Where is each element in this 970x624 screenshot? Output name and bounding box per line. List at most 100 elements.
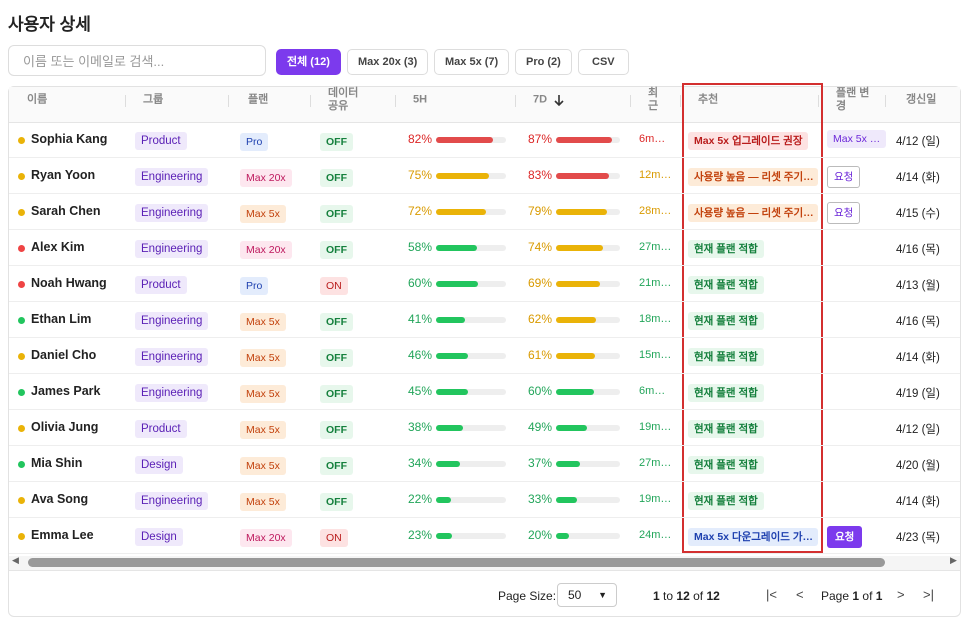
column-header[interactable]: 갱신일 [906, 93, 937, 106]
group-badge: Engineering [135, 204, 209, 222]
recommendation: 현재 플랜 적합 [688, 312, 764, 330]
column-header[interactable]: 추천 [698, 93, 719, 106]
row[interactable] [9, 122, 960, 158]
group-badge: Engineering [135, 492, 209, 510]
next-page[interactable]: > [897, 587, 905, 602]
column-separator [310, 95, 311, 107]
scroll-right[interactable]: ▶ [950, 555, 957, 565]
recommendation: 현재 플랜 적합 [688, 492, 764, 510]
share-badge: OFF [320, 205, 353, 223]
filter-button[interactable]: Max 5x (7) [434, 49, 510, 75]
renew-date: 4/14 (화) [896, 172, 940, 184]
renew-date: 4/12 (일) [896, 136, 940, 148]
usage-bar [436, 353, 469, 359]
row[interactable] [9, 266, 960, 302]
recent-time: 6m… [639, 385, 666, 397]
csv-button[interactable]: CSV [578, 49, 629, 75]
usage-percent: 46% [408, 348, 433, 362]
first-page[interactable]: |< [766, 587, 777, 602]
column-header[interactable]: 데이터 공유 [328, 87, 359, 112]
row[interactable] [9, 518, 960, 554]
plan-change[interactable]: 요청 [827, 166, 861, 188]
row[interactable] [9, 302, 960, 338]
group-badge: Engineering [135, 384, 209, 402]
status-dot [18, 533, 25, 540]
group-badge: Product [135, 276, 187, 294]
user-name: Ryan Yoon [31, 168, 96, 182]
last-page[interactable]: >| [923, 587, 934, 602]
plan-badge: Pro [240, 133, 269, 151]
usage-bar [556, 389, 595, 395]
scroll-left[interactable]: ◀ [12, 555, 19, 565]
usage-bar [436, 389, 468, 395]
column-header[interactable]: 플랜 변경 [836, 87, 870, 112]
user-name: Ava Song [31, 492, 89, 506]
range-to: 12 [676, 589, 690, 603]
column-header[interactable]: 플랜 [248, 93, 269, 106]
recent-time: 19m… [639, 421, 672, 433]
recent-time: 27m… [639, 457, 672, 469]
status-dot [18, 425, 25, 432]
usage-percent: 34% [408, 456, 433, 470]
share-badge: OFF [320, 385, 353, 403]
usage-bar [556, 353, 596, 359]
renew-date: 4/16 (목) [896, 316, 940, 328]
renew-date: 4/14 (화) [896, 496, 940, 508]
row[interactable] [9, 230, 960, 266]
row[interactable] [9, 446, 960, 482]
plan-change[interactable]: 요청 [827, 526, 863, 548]
usage-percent: 49% [528, 420, 553, 434]
row[interactable] [9, 482, 960, 518]
column-separator [515, 95, 516, 107]
column-header[interactable]: 최근 [648, 87, 659, 112]
column-header[interactable]: 이름 [27, 93, 48, 106]
usage-track [436, 425, 506, 431]
plan-change[interactable]: 요청 [827, 202, 861, 224]
page-size-select[interactable]: 50 ▼ [557, 583, 617, 607]
usage-percent: 38% [408, 420, 433, 434]
filter-button[interactable]: Max 20x (3) [347, 49, 429, 75]
row[interactable] [9, 374, 960, 410]
plan-badge: Max 5x [240, 493, 286, 511]
share-badge: OFF [320, 457, 353, 475]
plan-badge: Max 5x [240, 457, 286, 475]
column-header[interactable]: 그룹 [143, 93, 164, 106]
usage-percent: 62% [528, 312, 553, 326]
filter-button[interactable]: 전체 (12) [276, 49, 341, 75]
usage-bar [436, 173, 489, 179]
plan-change[interactable]: Max 5x … [827, 130, 887, 148]
status-dot [18, 209, 25, 216]
group-badge: Design [135, 456, 183, 474]
share-badge: OFF [320, 349, 353, 367]
plan-badge: Max 5x [240, 385, 286, 403]
usage-percent: 83% [528, 168, 553, 182]
row[interactable] [9, 158, 960, 194]
column-header[interactable]: 5H [413, 93, 428, 106]
plan-badge: Pro [240, 277, 269, 295]
column-separator [228, 95, 229, 107]
row[interactable] [9, 410, 960, 446]
share-badge: OFF [320, 313, 353, 331]
user-name: Sarah Chen [31, 204, 101, 218]
search-input[interactable]: 이름 또는 이메일로 검색... [8, 45, 266, 76]
usage-percent: 60% [408, 276, 433, 290]
filter-button[interactable]: Pro (2) [515, 49, 572, 75]
scroll-thumb[interactable] [28, 558, 885, 567]
group-badge: Engineering [135, 312, 209, 330]
usage-percent: 74% [528, 240, 553, 254]
usage-percent: 82% [408, 132, 433, 146]
plan-badge: Max 5x [240, 205, 286, 223]
prev-page[interactable]: < [796, 587, 804, 602]
row[interactable] [9, 338, 960, 374]
column-header[interactable]: 7D [533, 93, 548, 106]
row[interactable] [9, 194, 960, 230]
recent-time: 28m… [639, 205, 672, 217]
page-total: 1 [875, 589, 883, 603]
usage-bar [436, 209, 487, 215]
usage-bar [436, 137, 494, 143]
column-separator [125, 95, 126, 107]
sort-icon[interactable] [553, 94, 565, 106]
usage-bar [436, 317, 465, 323]
status-dot [18, 137, 25, 144]
page-size-label: Page Size: [498, 589, 557, 603]
